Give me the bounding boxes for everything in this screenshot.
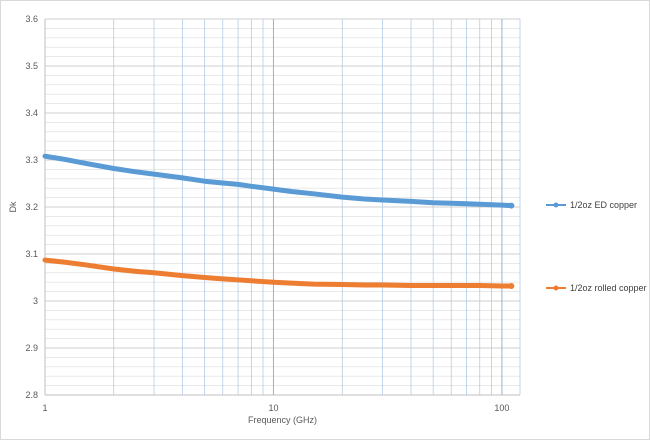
legend-marker xyxy=(553,285,559,291)
y-tick-label: 2.9 xyxy=(25,343,38,353)
x-tick-label: 100 xyxy=(494,403,509,413)
x-axis-title: Frequency (GHz) xyxy=(248,415,317,425)
series-ed-copper xyxy=(42,153,515,209)
y-tick-label: 3.4 xyxy=(25,108,38,118)
series-line xyxy=(42,153,514,209)
series xyxy=(42,153,515,289)
legend-item: 1/2oz ED copper xyxy=(546,200,637,210)
series-line xyxy=(42,257,514,289)
y-tick-label: 3 xyxy=(33,296,38,306)
y-tick-label: 3.2 xyxy=(25,202,38,212)
y-tick-label: 3.5 xyxy=(25,61,38,71)
y-tick-label: 2.8 xyxy=(25,390,38,400)
legend-item: 1/2oz rolled copper xyxy=(546,283,647,293)
x-tick-label: 10 xyxy=(268,403,278,413)
series-end-marker xyxy=(508,202,515,209)
series-end-marker xyxy=(508,282,515,289)
axes: 2.8 2.9 3 3.1 3.2 3.3 3.4 3.5 3.6 1 10 100 xyxy=(25,14,520,413)
grid xyxy=(44,18,521,396)
series-rolled-copper xyxy=(42,257,515,289)
legend-label: 1/2oz rolled copper xyxy=(570,283,647,293)
y-tick-label: 3.1 xyxy=(25,249,38,259)
y-tick-label: 3.3 xyxy=(25,155,38,165)
x-tick-label: 1 xyxy=(42,403,47,413)
legend-marker xyxy=(553,202,559,208)
legend: 1/2oz ED copper 1/2oz rolled copper xyxy=(546,200,647,293)
y-axis-title: Dk xyxy=(8,201,18,212)
y-tick-label: 3.6 xyxy=(25,14,38,24)
legend-label: 1/2oz ED copper xyxy=(570,200,637,210)
